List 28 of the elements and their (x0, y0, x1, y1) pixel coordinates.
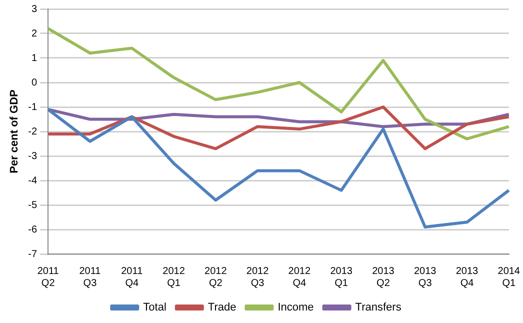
y-tick-label: -3 (28, 150, 38, 162)
x-tick-label: 2011 Q4 (121, 266, 144, 289)
y-tick-label: 0 (32, 77, 38, 88)
legend-label: Transfers (355, 302, 402, 314)
y-tick-label: -4 (28, 175, 38, 186)
y-tick-label: 1 (32, 52, 38, 64)
legend-label: Income (278, 302, 314, 314)
x-tick-label: 2012 Q2 (204, 266, 228, 289)
y-tick-label: -5 (28, 200, 38, 211)
y-tick-label: 2 (32, 28, 38, 40)
y-axis-title: Per cent of GDP (8, 90, 21, 174)
x-tick-label: 2012 Q4 (288, 266, 311, 289)
x-tick-label: 2014 Q1 (498, 266, 520, 289)
x-tick-label: 2013 Q1 (330, 266, 353, 289)
y-tick-label: 3 (32, 4, 38, 15)
y-tick-label: -1 (28, 102, 38, 113)
x-tick-label: 2012 Q1 (162, 266, 186, 289)
legend-label: Total (143, 302, 166, 314)
x-tick-label: 2013 Q2 (372, 266, 395, 289)
x-tick-label: 2011 Q3 (79, 266, 102, 289)
y-tick-label: -7 (28, 248, 38, 260)
x-tick-label: 2013 Q4 (456, 266, 479, 289)
y-tick-label: -6 (28, 224, 38, 236)
x-tick-label: 2013 Q3 (414, 266, 437, 289)
legend-label: Trade (208, 302, 236, 314)
x-tick-label: 2012 Q3 (246, 266, 270, 289)
y-tick-label: -2 (28, 126, 38, 138)
x-tick-label: 2011 Q2 (37, 266, 60, 289)
